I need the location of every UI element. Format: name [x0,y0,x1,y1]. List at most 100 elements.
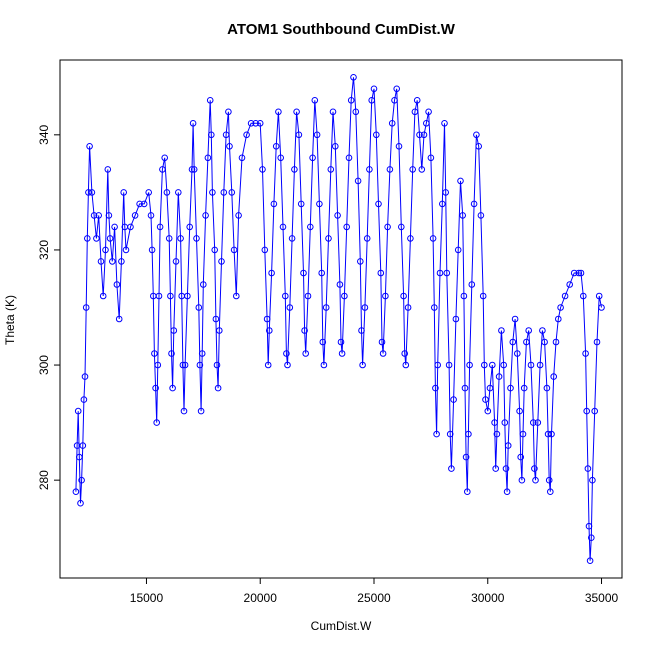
data-point [525,327,533,334]
data-point [445,361,453,369]
data-point [402,361,410,369]
data-point [105,212,113,219]
data-point [518,476,526,484]
data-point [532,476,539,484]
data-point [357,258,364,265]
data-point [375,200,382,208]
data-point [111,223,118,231]
data-point [378,338,386,346]
data-point [598,304,605,311]
data-point [293,108,300,116]
data-point [450,396,457,403]
data-point [213,361,221,369]
data-point [152,384,159,392]
data-point [200,281,207,288]
data-point [452,315,460,323]
data-point [72,488,80,496]
data-point [88,189,96,196]
data-point [575,269,583,277]
data-point [354,177,362,185]
x-axis: 15000 20000 25000 30000 35000 [130,578,619,605]
data-point [498,327,505,334]
data-point [401,350,409,357]
data-point [425,108,432,116]
data-point [329,108,337,116]
data-point [322,304,330,311]
data-point [432,384,439,392]
data-point [448,465,455,472]
data-point [586,557,594,565]
data-point [195,304,203,311]
data-point [172,258,180,265]
data-point [297,200,305,208]
data-point [482,396,489,403]
data-point [175,189,182,196]
data-point [418,166,426,173]
data-point [523,338,530,346]
data-point [423,120,430,127]
data-point [243,131,250,139]
data-point [582,350,589,357]
data-point [509,338,517,346]
data-point [233,292,240,300]
data-point [495,373,503,380]
data-point [313,131,321,139]
data-point [536,361,544,369]
data-point [377,269,385,277]
data-point [543,384,551,392]
data-point [140,200,148,208]
data-point [484,407,492,415]
data-point [118,258,125,265]
data-point [208,131,215,139]
data-point [517,453,525,461]
data-point [541,338,548,346]
data-point [338,350,346,357]
data-point [86,143,93,150]
data-point [301,327,308,334]
data-point [431,304,438,311]
data-point [492,465,500,472]
data-point [358,327,365,334]
data-point [473,131,480,139]
data-point [84,235,91,242]
data-point [500,361,508,369]
data-point [460,292,468,300]
data-point [186,223,193,231]
data-point [539,327,546,334]
data-point [198,350,206,357]
data-point [534,419,542,426]
data-point [504,442,512,449]
data-point [591,407,599,415]
data-point [465,430,472,438]
y-axis: 280 300 320 340 [37,124,60,490]
data-point [266,327,273,334]
data-point [516,407,523,415]
data-point [196,361,204,369]
data-layer [72,74,605,565]
data-point [106,235,114,242]
data-point [407,235,414,242]
data-point [131,212,139,219]
data-point [81,373,89,380]
data-point [416,131,423,139]
data-point [189,120,197,127]
data-point [252,120,259,127]
data-point [177,235,184,242]
data-point [550,373,558,380]
data-point [163,189,171,196]
data-point [511,315,519,323]
data-point [238,154,246,162]
data-point [361,304,369,311]
data-point [459,212,467,219]
data-point [580,292,587,300]
data-point [443,269,451,277]
data-point [379,350,387,357]
data-point [181,361,189,369]
data-point [93,235,100,242]
data-point [583,407,591,415]
data-point [90,212,98,219]
data-point [184,292,191,300]
data-point [398,223,405,231]
data-point [247,120,255,127]
data-point [316,200,323,208]
